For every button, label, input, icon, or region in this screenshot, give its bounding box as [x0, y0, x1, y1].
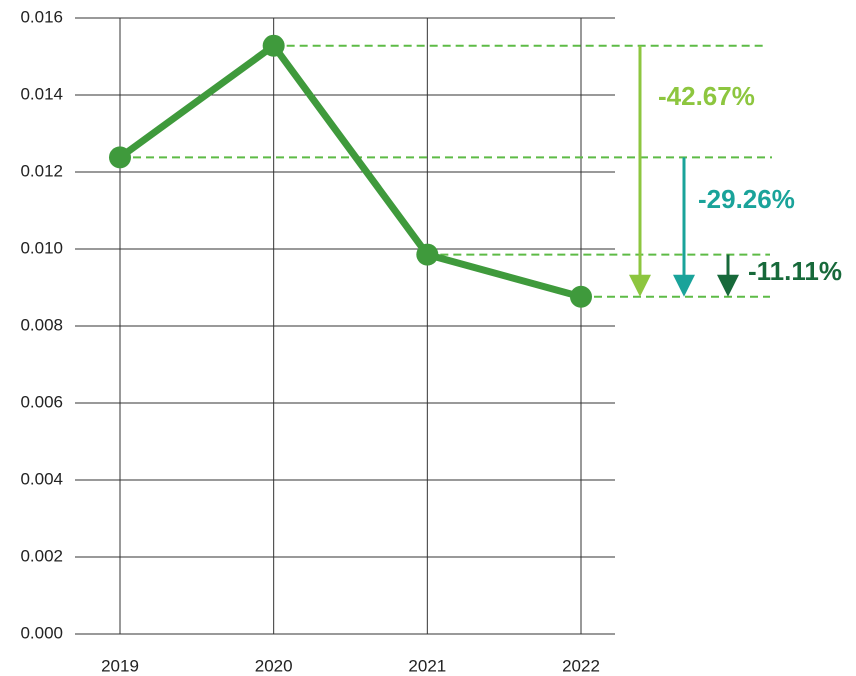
x-tick-label: 2020: [255, 656, 293, 675]
y-tick-label: 0.010: [20, 238, 63, 257]
point: [570, 285, 592, 308]
arrow-head: [673, 274, 695, 297]
y-tick-label: 0.014: [20, 84, 63, 103]
annotation-label: -42.67%: [658, 81, 755, 111]
x-tick-label: 2022: [562, 656, 600, 675]
y-tick-label: 0.012: [20, 161, 63, 180]
point: [416, 243, 439, 266]
point: [109, 146, 131, 169]
y-tick-label: 0.004: [20, 469, 63, 488]
x-tick-label: 2021: [408, 656, 446, 675]
line: [117, 42, 582, 301]
y-tick-label: 0.008: [20, 315, 63, 334]
annotation-label: -29.26%: [698, 184, 795, 214]
arrow-head: [717, 274, 739, 297]
x-tick-label: 2019: [101, 656, 139, 675]
y-tick-label: 0.000: [20, 623, 63, 642]
y-tick-label: 0.006: [20, 392, 63, 411]
annotation-label: -11.11%: [748, 256, 842, 286]
y-tick-label: 0.016: [20, 7, 63, 26]
arrow-head: [629, 274, 651, 297]
y-tick-label: 0.002: [20, 546, 63, 565]
point: [262, 34, 285, 57]
